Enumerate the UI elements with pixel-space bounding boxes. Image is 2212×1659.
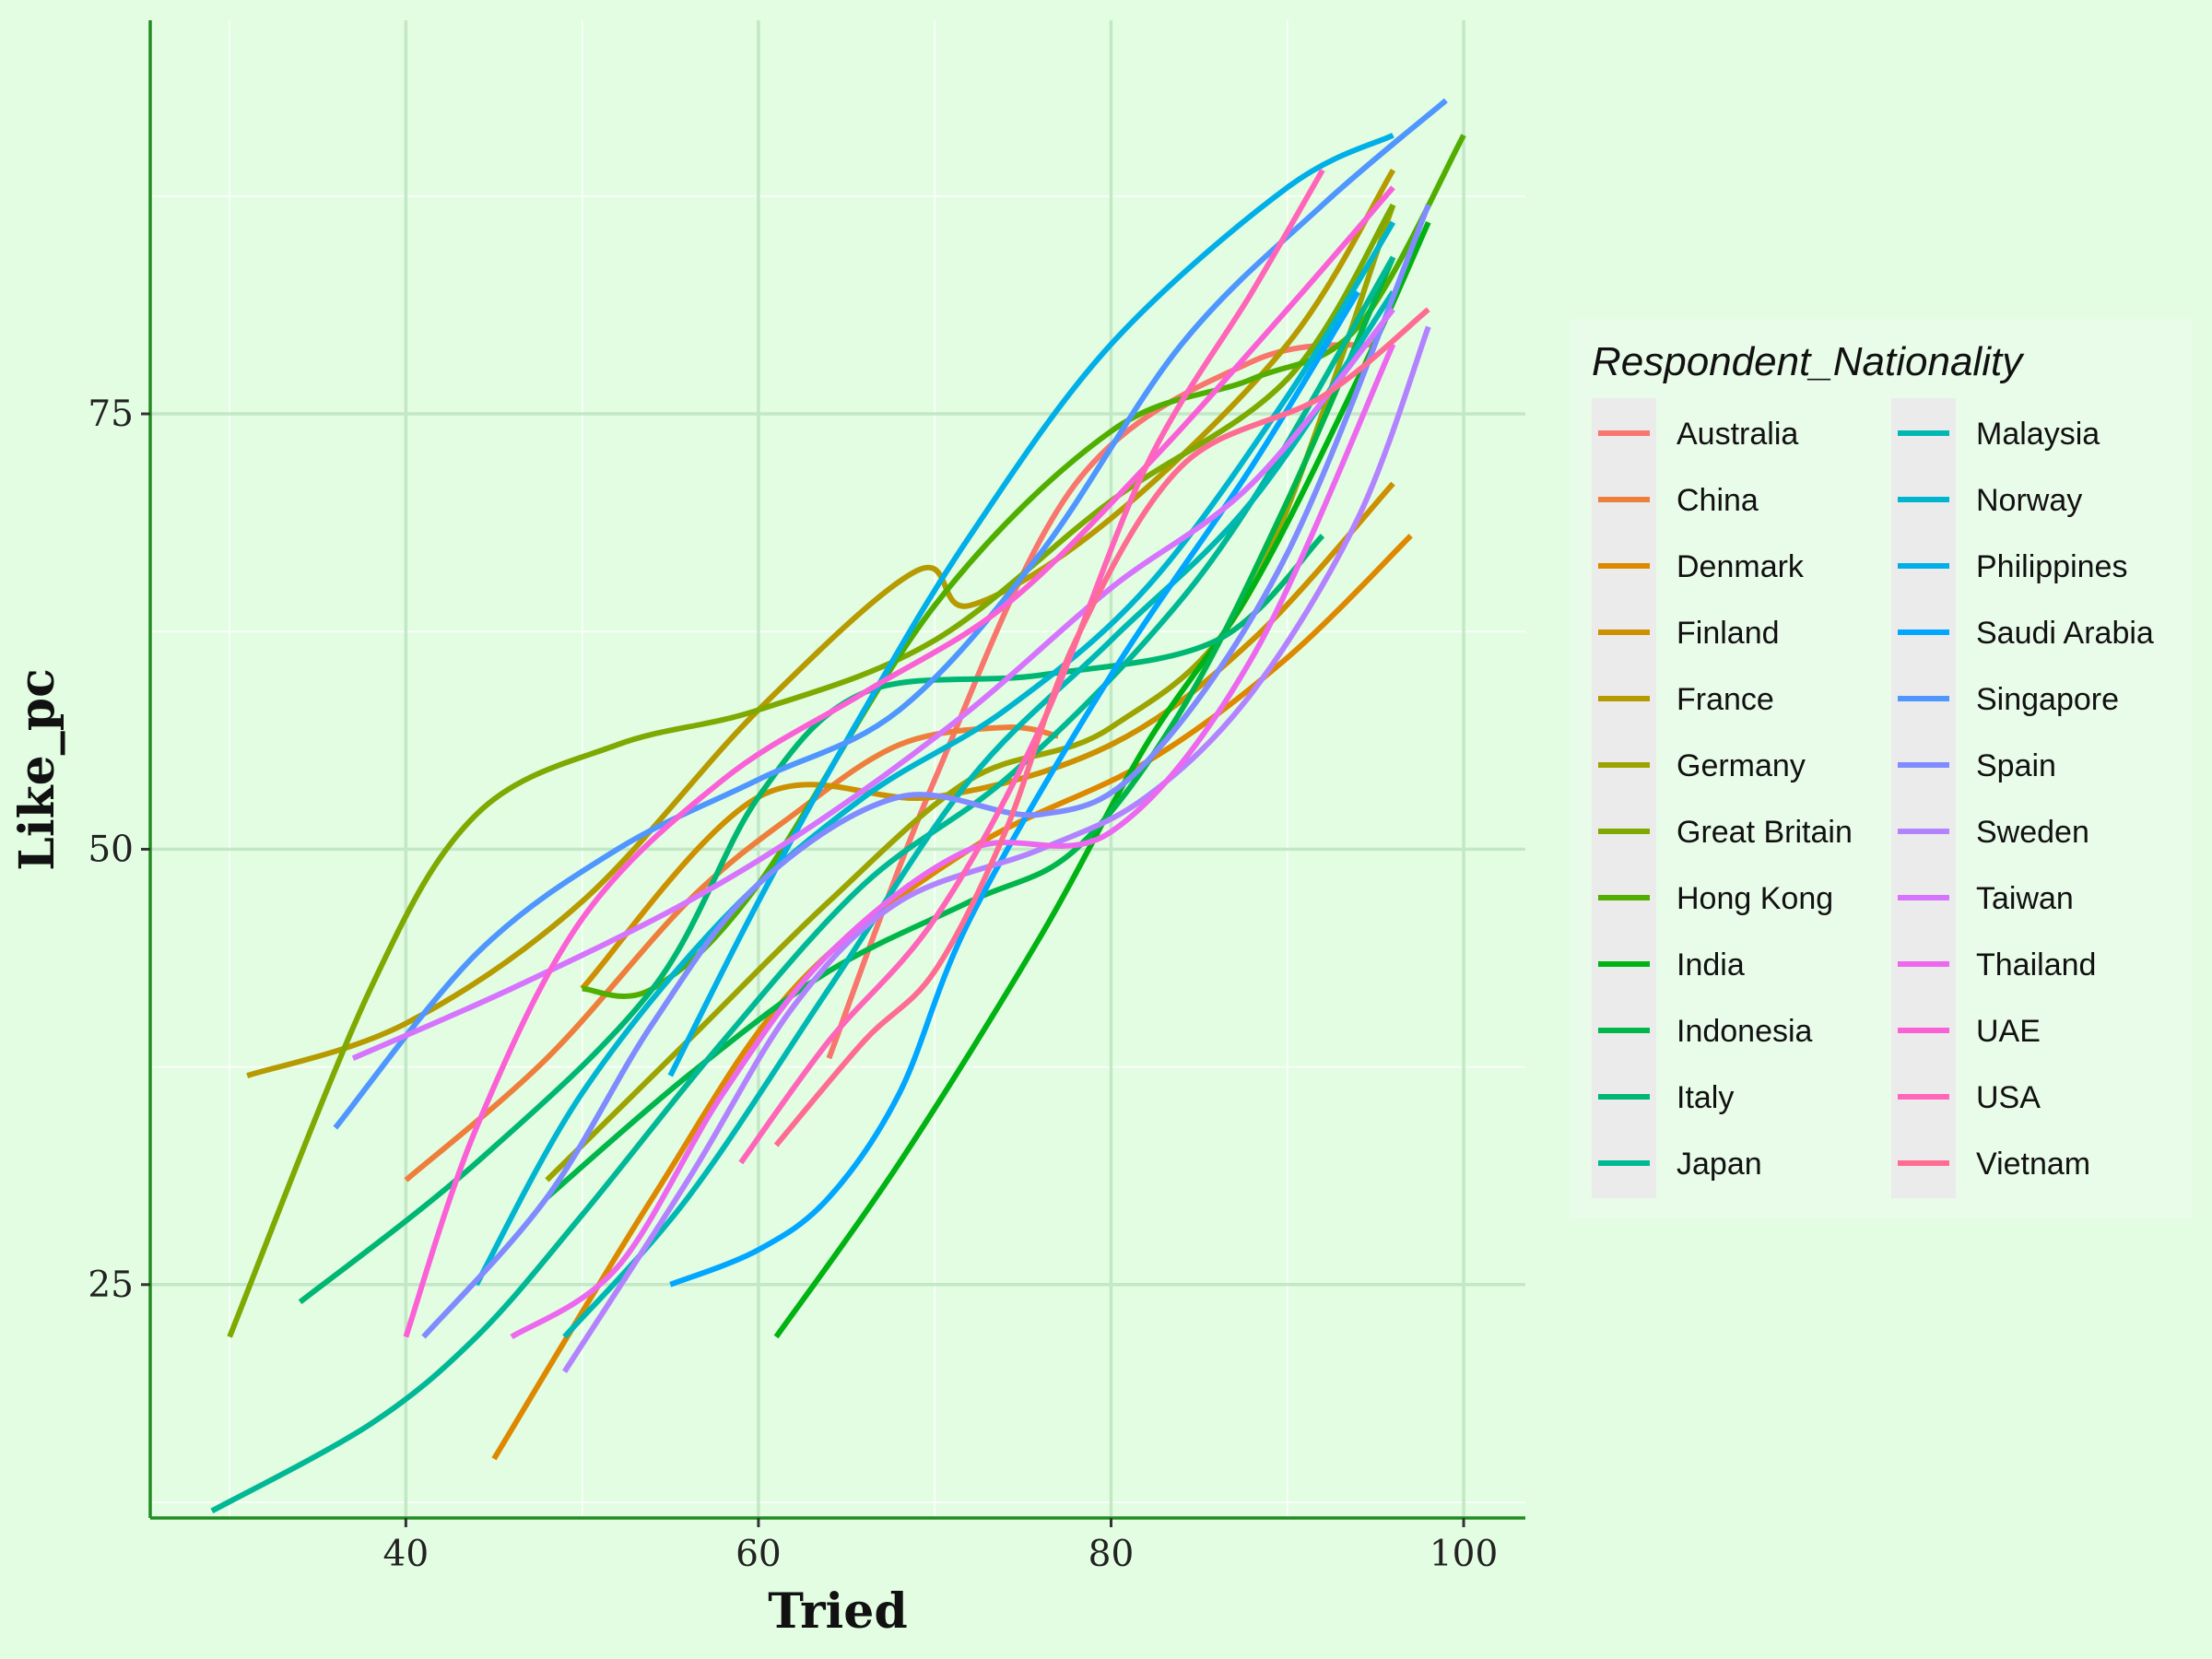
y-tick-label: 50 — [88, 829, 134, 870]
legend-item-norway: Norway — [1898, 483, 2082, 518]
series-line-denmark — [491, 534, 1413, 1461]
legend-label: Malaysia — [1976, 417, 2100, 452]
series-line-india — [773, 220, 1431, 1339]
legend-item-finland: Finland — [1598, 616, 1780, 651]
legend-background — [1570, 319, 2193, 1218]
series-line-sweden — [561, 325, 1431, 1373]
legend-label: France — [1677, 682, 1774, 717]
legend-label: Germany — [1677, 748, 1806, 783]
series-line-france — [246, 168, 1396, 1078]
plot-panel: 40 60 80 100 25 50 75 — [88, 20, 1525, 1575]
series-line-vietnam — [773, 307, 1430, 1147]
legend-item-uae: UAE — [1898, 1014, 2041, 1049]
y-axis-ticks: 25 50 75 — [88, 394, 150, 1306]
legend-item-china: China — [1598, 483, 1759, 518]
x-tick-label: 100 — [1430, 1534, 1498, 1575]
legend-label: Saudi Arabia — [1976, 616, 2154, 651]
x-tick-label: 80 — [1088, 1534, 1135, 1575]
legend-label: Singapore — [1976, 682, 2119, 717]
x-axis-ticks: 40 60 80 100 — [383, 1518, 1498, 1575]
legend-label: Australia — [1677, 417, 1798, 452]
series-line-taiwan — [351, 307, 1395, 1061]
legend-label: Norway — [1976, 483, 2082, 518]
y-axis-title: Like_pc — [9, 668, 65, 870]
legend-key-background — [1592, 398, 1656, 1198]
legend-item-germany: Germany — [1598, 748, 1806, 783]
series-line-uae — [403, 185, 1395, 1338]
legend: Respondent_Nationality Australia China Den… — [1570, 319, 2193, 1218]
legend-label: USA — [1976, 1080, 2041, 1115]
legend-item-malaysia: Malaysia — [1898, 417, 2100, 452]
legend-label: Japan — [1677, 1147, 1762, 1182]
legend-label: Finland — [1677, 616, 1780, 651]
legend-label: Hong Kong — [1677, 881, 1833, 916]
legend-item-denmark: Denmark — [1598, 549, 1805, 584]
legend-label: India — [1677, 947, 1745, 982]
legend-item-vietnam: Vietnam — [1898, 1147, 2090, 1182]
legend-item-italy: Italy — [1598, 1080, 1734, 1115]
legend-item-taiwan: Taiwan — [1898, 881, 2074, 916]
series-line-spain — [421, 204, 1431, 1339]
legend-item-spain: Spain — [1898, 748, 2056, 783]
series-line-saudi-arabia — [669, 290, 1360, 1288]
legend-item-thailand: Thailand — [1898, 947, 2096, 982]
legend-label: Spain — [1976, 748, 2056, 783]
series-line-great-britain — [227, 203, 1396, 1338]
x-tick-label: 40 — [383, 1534, 429, 1575]
legend-item-australia: Australia — [1598, 417, 1798, 452]
series-line-philippines — [667, 132, 1394, 1077]
legend-label: Philippines — [1976, 549, 2127, 584]
legend-item-indonesia: Indonesia — [1598, 1014, 1813, 1049]
x-tick-label: 60 — [735, 1534, 782, 1575]
grid-lines — [150, 20, 1525, 1518]
legend-key-background — [1891, 398, 1956, 1198]
series-lines — [210, 98, 1466, 1514]
legend-items: Australia China Denmark Finland France German… — [1592, 398, 2154, 1198]
legend-label: Great Britain — [1677, 815, 1853, 850]
legend-item-singapore: Singapore — [1898, 682, 2119, 717]
series-line-singapore — [333, 98, 1448, 1130]
legend-item-usa: USA — [1898, 1080, 2041, 1115]
legend-item-sweden: Sweden — [1898, 815, 2089, 850]
legend-item-japan: Japan — [1598, 1147, 1762, 1182]
legend-item-great-britain: Great Britain — [1598, 815, 1853, 850]
legend-label: Sweden — [1976, 815, 2089, 850]
legend-label: Thailand — [1976, 947, 2096, 982]
legend-item-france: France — [1598, 682, 1774, 717]
legend-label: Denmark — [1677, 549, 1805, 584]
legend-title: Respondent_Nationality — [1592, 339, 2025, 384]
legend-item-hong-kong: Hong Kong — [1598, 881, 1833, 916]
series-line-malaysia — [562, 290, 1395, 1339]
legend-item-india: India — [1598, 947, 1745, 982]
legend-label: Indonesia — [1677, 1014, 1813, 1049]
legend-label: Vietnam — [1976, 1147, 2090, 1182]
y-tick-label: 25 — [88, 1265, 134, 1306]
series-line-japan — [210, 255, 1396, 1514]
legend-item-saudi-arabia: Saudi Arabia — [1898, 616, 2154, 651]
legend-item-philippines: Philippines — [1898, 549, 2127, 584]
legend-label: Italy — [1677, 1080, 1734, 1115]
series-line-italy — [298, 534, 1325, 1305]
legend-label: China — [1677, 483, 1759, 518]
x-axis-title: Tried — [768, 1583, 908, 1640]
y-tick-label: 75 — [88, 394, 134, 435]
legend-label: Taiwan — [1976, 881, 2074, 916]
legend-label: UAE — [1976, 1014, 2041, 1049]
series-line-thailand — [510, 343, 1396, 1340]
